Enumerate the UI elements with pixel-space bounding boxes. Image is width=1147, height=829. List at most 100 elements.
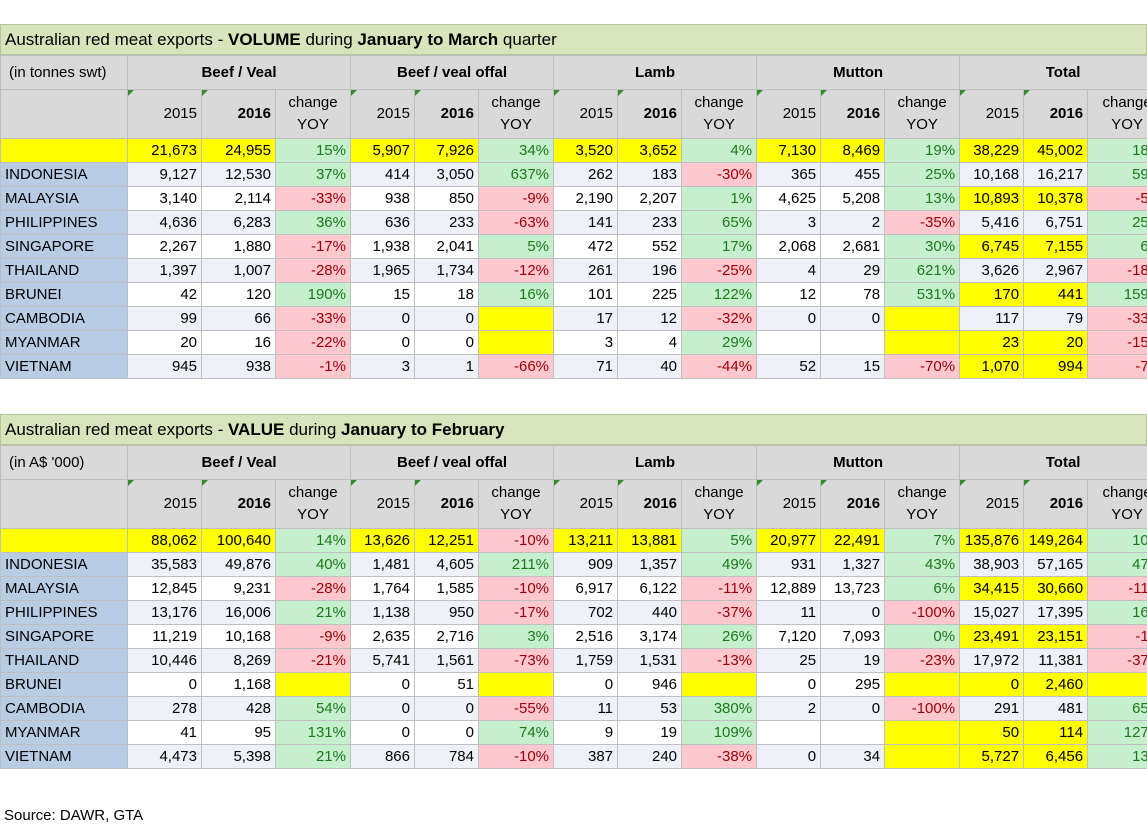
total-cell: 7,926	[414, 138, 479, 163]
cell-flag-icon	[415, 90, 421, 96]
data-cell: 16%	[1087, 600, 1147, 625]
data-cell: 0%	[884, 624, 961, 649]
data-cell: 13%	[884, 186, 961, 211]
data-cell: 946	[617, 672, 683, 697]
data-cell: 291	[959, 696, 1025, 721]
data-cell: 0	[350, 306, 415, 331]
data-cell: -33%	[275, 186, 351, 211]
data-cell	[820, 330, 886, 355]
year-2016-header: 2016	[201, 89, 276, 139]
data-cell: 0	[756, 672, 822, 697]
data-cell	[477, 672, 555, 697]
data-cell: 414	[350, 162, 415, 187]
data-cell: 49,876	[201, 552, 276, 577]
data-cell: 6%	[884, 576, 961, 601]
data-cell: -35%	[884, 210, 961, 235]
table-row: SINGAPORE 11,219 10,168 -9% 2,635 2,716 3% 2,51…	[0, 624, 1147, 649]
data-cell: 784	[414, 744, 479, 769]
change-yoy-header: change YOY	[275, 89, 351, 139]
year-2016-header: 2016	[201, 479, 276, 529]
table-row: THAILAND 10,446 8,269 -21% 5,741 1,561 -73% 1,7…	[0, 648, 1147, 673]
data-cell: 1	[414, 354, 479, 379]
unit-label: (in tonnes swt)	[0, 55, 128, 90]
data-cell: 8,269	[201, 648, 276, 673]
group-header: Total	[959, 55, 1147, 90]
data-cell: 17,395	[1023, 600, 1089, 625]
data-cell: 131%	[275, 720, 351, 745]
data-cell: -9%	[275, 624, 351, 649]
data-cell: 40%	[275, 552, 351, 577]
data-cell: -21%	[275, 648, 351, 673]
data-cell: 481	[1023, 696, 1089, 721]
data-cell: 23,151	[1023, 624, 1089, 649]
data-cell: 16%	[477, 282, 555, 307]
data-cell: 1,531	[617, 648, 683, 673]
data-cell: 5,741	[350, 648, 415, 673]
data-cell: -9%	[477, 186, 555, 211]
data-cell: 1,397	[127, 258, 202, 283]
data-cell: 2	[820, 210, 886, 235]
data-cell: 12,530	[201, 162, 276, 187]
data-cell	[275, 672, 351, 697]
group-header: Lamb	[553, 445, 758, 480]
total-cell: 5,907	[350, 138, 415, 163]
data-cell: 441	[1023, 282, 1089, 307]
total-row-label	[0, 528, 128, 553]
data-cell: 6,751	[1023, 210, 1089, 235]
year-2015-header: 2015	[959, 479, 1025, 529]
data-cell: 17%	[681, 234, 758, 259]
data-cell: 12,889	[756, 576, 822, 601]
data-cell: -25%	[681, 258, 758, 283]
total-cell: 3,652	[617, 138, 683, 163]
data-cell: 11,381	[1023, 648, 1089, 673]
data-cell: 2,190	[553, 186, 619, 211]
header-blank	[0, 89, 128, 139]
country-label: INDONESIA	[0, 162, 128, 187]
data-cell: 2,716	[414, 624, 479, 649]
data-cell: 0	[414, 696, 479, 721]
total-cell: 7,130	[756, 138, 822, 163]
data-cell: 1%	[681, 186, 758, 211]
total-cell: 10%	[1087, 528, 1147, 553]
data-cell: -12%	[477, 258, 555, 283]
data-cell	[884, 306, 961, 331]
data-cell: 262	[553, 162, 619, 187]
data-cell: -28%	[275, 576, 351, 601]
group-header: Beef / veal offal	[349, 445, 555, 480]
data-cell	[756, 720, 822, 745]
total-cell: 7%	[884, 528, 961, 553]
data-cell: 365	[756, 162, 822, 187]
cell-flag-icon	[618, 480, 625, 486]
data-cell: 43%	[884, 552, 961, 577]
data-cell: 1,880	[201, 234, 276, 259]
total-row: 21,673 24,955 15% 5,907 7,926 34% 3,520 3,652 4%…	[0, 138, 1147, 163]
cell-flag-icon	[554, 480, 561, 486]
header-blank	[0, 479, 128, 529]
data-cell: 15,027	[959, 600, 1025, 625]
data-cell: 29%	[681, 330, 758, 355]
data-cell: 38,903	[959, 552, 1025, 577]
data-cell	[820, 720, 886, 745]
table-row: BRUNEI 42 120 190% 15 18 16% 101 225 122% 12 78 531%…	[0, 282, 1147, 307]
data-cell: 190%	[275, 282, 351, 307]
total-cell: 14%	[275, 528, 351, 553]
data-cell: 10,893	[959, 186, 1025, 211]
year-2016-header: 2016	[617, 89, 683, 139]
data-cell: 1,764	[350, 576, 415, 601]
country-label: CAMBODIA	[0, 696, 128, 721]
group-header: Mutton	[756, 55, 961, 90]
data-cell: 7,155	[1023, 234, 1089, 259]
data-cell: -38%	[681, 744, 758, 769]
data-cell: 994	[1023, 354, 1089, 379]
cell-flag-icon	[415, 480, 421, 486]
data-cell: 1,585	[414, 576, 479, 601]
data-cell: 141	[553, 210, 619, 235]
data-cell: 65%	[681, 210, 758, 235]
data-cell: 52	[756, 354, 822, 379]
data-cell: 1,481	[350, 552, 415, 577]
change-yoy-header: change YOY	[884, 89, 961, 139]
year-2015-header: 2015	[350, 479, 415, 529]
year-2016-header: 2016	[617, 479, 683, 529]
volume-title: Australian red meat exports - VOLUME dur…	[0, 24, 1147, 55]
data-cell: -33%	[1087, 306, 1147, 331]
